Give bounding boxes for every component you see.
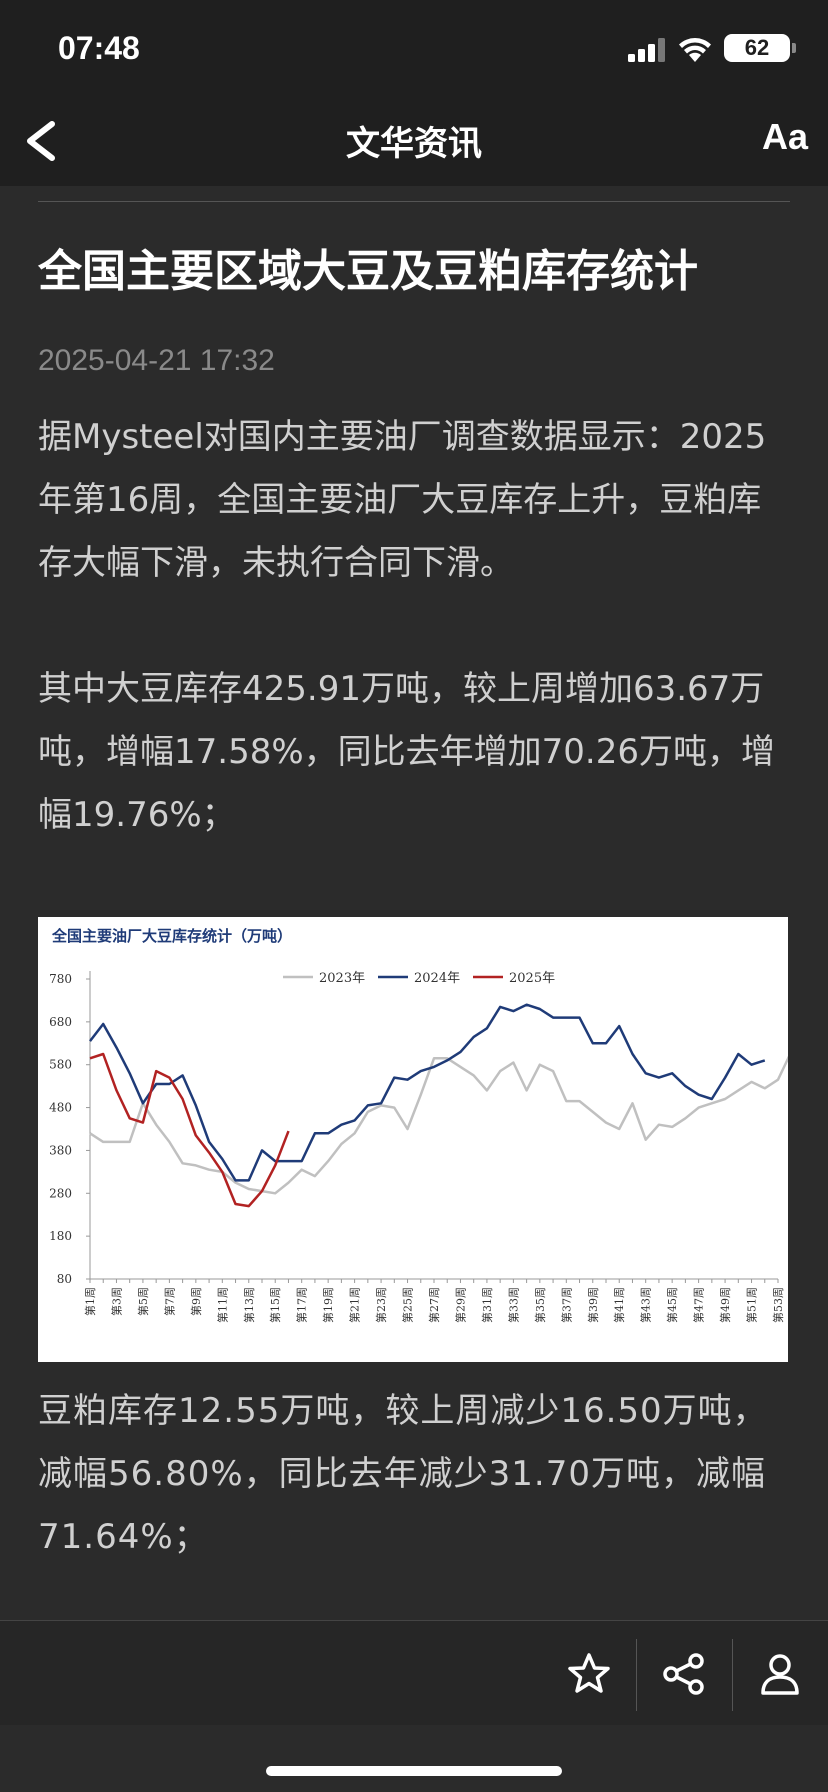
inventory-chart: 全国主要油厂大豆库存统计（万吨） 80 180 280 380 480 580 680 780 第… xyxy=(38,917,788,1362)
header-divider xyxy=(38,201,790,202)
profile-icon xyxy=(761,1654,799,1695)
x-tick-label: 第1周 xyxy=(83,1287,97,1316)
y-tick-label: 680 xyxy=(49,1015,72,1029)
nav-title: 文华资讯 xyxy=(346,124,482,164)
article: 全国主要区域大豆及豆粕库存统计 2025-04-21 17:32 据Mystee… xyxy=(38,240,790,1569)
toolbar-divider xyxy=(636,1639,637,1711)
home-indicator xyxy=(266,1766,562,1776)
y-tick-label: 780 xyxy=(49,972,72,986)
nav-bar: 文华资讯 Aa xyxy=(0,96,828,186)
x-tick-label: 第45周 xyxy=(665,1287,679,1323)
x-tick-label: 第13周 xyxy=(242,1287,256,1323)
signal-icon xyxy=(628,38,665,62)
y-tick-label: 180 xyxy=(49,1229,72,1243)
article-paragraph-2: 其中大豆库存425.91万吨，较上周增加63.67万吨，增幅17.58%，同比去… xyxy=(38,669,775,835)
x-tick-label: 第35周 xyxy=(533,1287,547,1323)
share-icon xyxy=(663,1653,704,1695)
x-tick-label: 第39周 xyxy=(586,1287,600,1323)
x-tick-label: 第37周 xyxy=(559,1287,573,1323)
x-tick-label: 第53周 xyxy=(771,1287,785,1323)
chart-svg: 全国主要油厂大豆库存统计（万吨） 80 180 280 380 480 580 680 780 第… xyxy=(49,927,788,1323)
legend-label: 2023年 xyxy=(319,971,365,986)
y-tick-label: 580 xyxy=(49,1058,72,1072)
chevron-left-icon xyxy=(27,121,55,161)
x-tick-label: 第15周 xyxy=(268,1287,282,1323)
x-tick-label: 第17周 xyxy=(295,1287,309,1323)
series-line-2023年 xyxy=(89,1055,788,1195)
status-icons: 62 xyxy=(620,34,796,64)
battery-icon: 62 xyxy=(724,34,796,62)
x-tick-label: 第25周 xyxy=(401,1287,415,1323)
x-tick-label: 第23周 xyxy=(374,1287,388,1323)
profile-button[interactable] xyxy=(757,1651,803,1697)
back-button[interactable] xyxy=(18,116,68,166)
y-tick-label: 380 xyxy=(49,1143,72,1157)
article-paragraph-3: 豆粕库存12.55万吨，较上周减少16.50万吨，减幅56.80%，同比去年减少… xyxy=(38,1391,768,1557)
star-icon xyxy=(568,1653,610,1693)
chart-title: 全国主要油厂大豆库存统计（万吨） xyxy=(51,927,292,945)
x-tick-label: 第49周 xyxy=(718,1287,732,1323)
font-size-button[interactable]: Aa xyxy=(761,116,808,157)
x-tick-label: 第41周 xyxy=(612,1287,626,1323)
series-line-2024年 xyxy=(89,1003,766,1182)
x-tick-label: 第43周 xyxy=(639,1287,653,1323)
wifi-icon xyxy=(679,38,711,62)
x-tick-label: 第47周 xyxy=(692,1287,706,1323)
x-tick-label: 第51周 xyxy=(745,1287,759,1323)
legend-label: 2024年 xyxy=(414,971,460,986)
share-button[interactable] xyxy=(661,1651,707,1697)
legend-label: 2025年 xyxy=(509,971,555,986)
article-date: 2025-04-21 17:32 xyxy=(38,344,275,377)
article-title: 全国主要区域大豆及豆粕库存统计 xyxy=(38,246,698,297)
x-tick-label: 第19周 xyxy=(321,1287,335,1323)
y-tick-label: 480 xyxy=(49,1101,72,1115)
article-paragraph-1: 据Mysteel对国内主要油厂调查数据显示：2025年第16周，全国主要油厂大豆… xyxy=(38,417,767,583)
status-bar: 07:48 62 xyxy=(0,0,828,96)
x-tick-label: 第3周 xyxy=(109,1287,123,1316)
toolbar-divider xyxy=(732,1639,733,1711)
y-tick-label: 280 xyxy=(49,1186,72,1200)
x-tick-label: 第11周 xyxy=(215,1287,229,1323)
y-tick-label: 80 xyxy=(57,1272,72,1286)
x-tick-label: 第31周 xyxy=(480,1287,494,1323)
x-tick-label: 第33周 xyxy=(506,1287,520,1323)
x-tick-label: 第21周 xyxy=(348,1287,362,1323)
series-line-2025年 xyxy=(89,1052,290,1208)
status-time: 07:48 xyxy=(58,30,140,66)
x-tick-label: 第9周 xyxy=(189,1287,203,1316)
bottom-toolbar xyxy=(0,1620,828,1725)
x-tick-label: 第29周 xyxy=(453,1287,467,1323)
star-button[interactable] xyxy=(566,1651,612,1697)
x-tick-label: 第27周 xyxy=(427,1287,441,1323)
x-tick-label: 第7周 xyxy=(162,1287,176,1316)
x-tick-label: 第5周 xyxy=(136,1287,150,1316)
